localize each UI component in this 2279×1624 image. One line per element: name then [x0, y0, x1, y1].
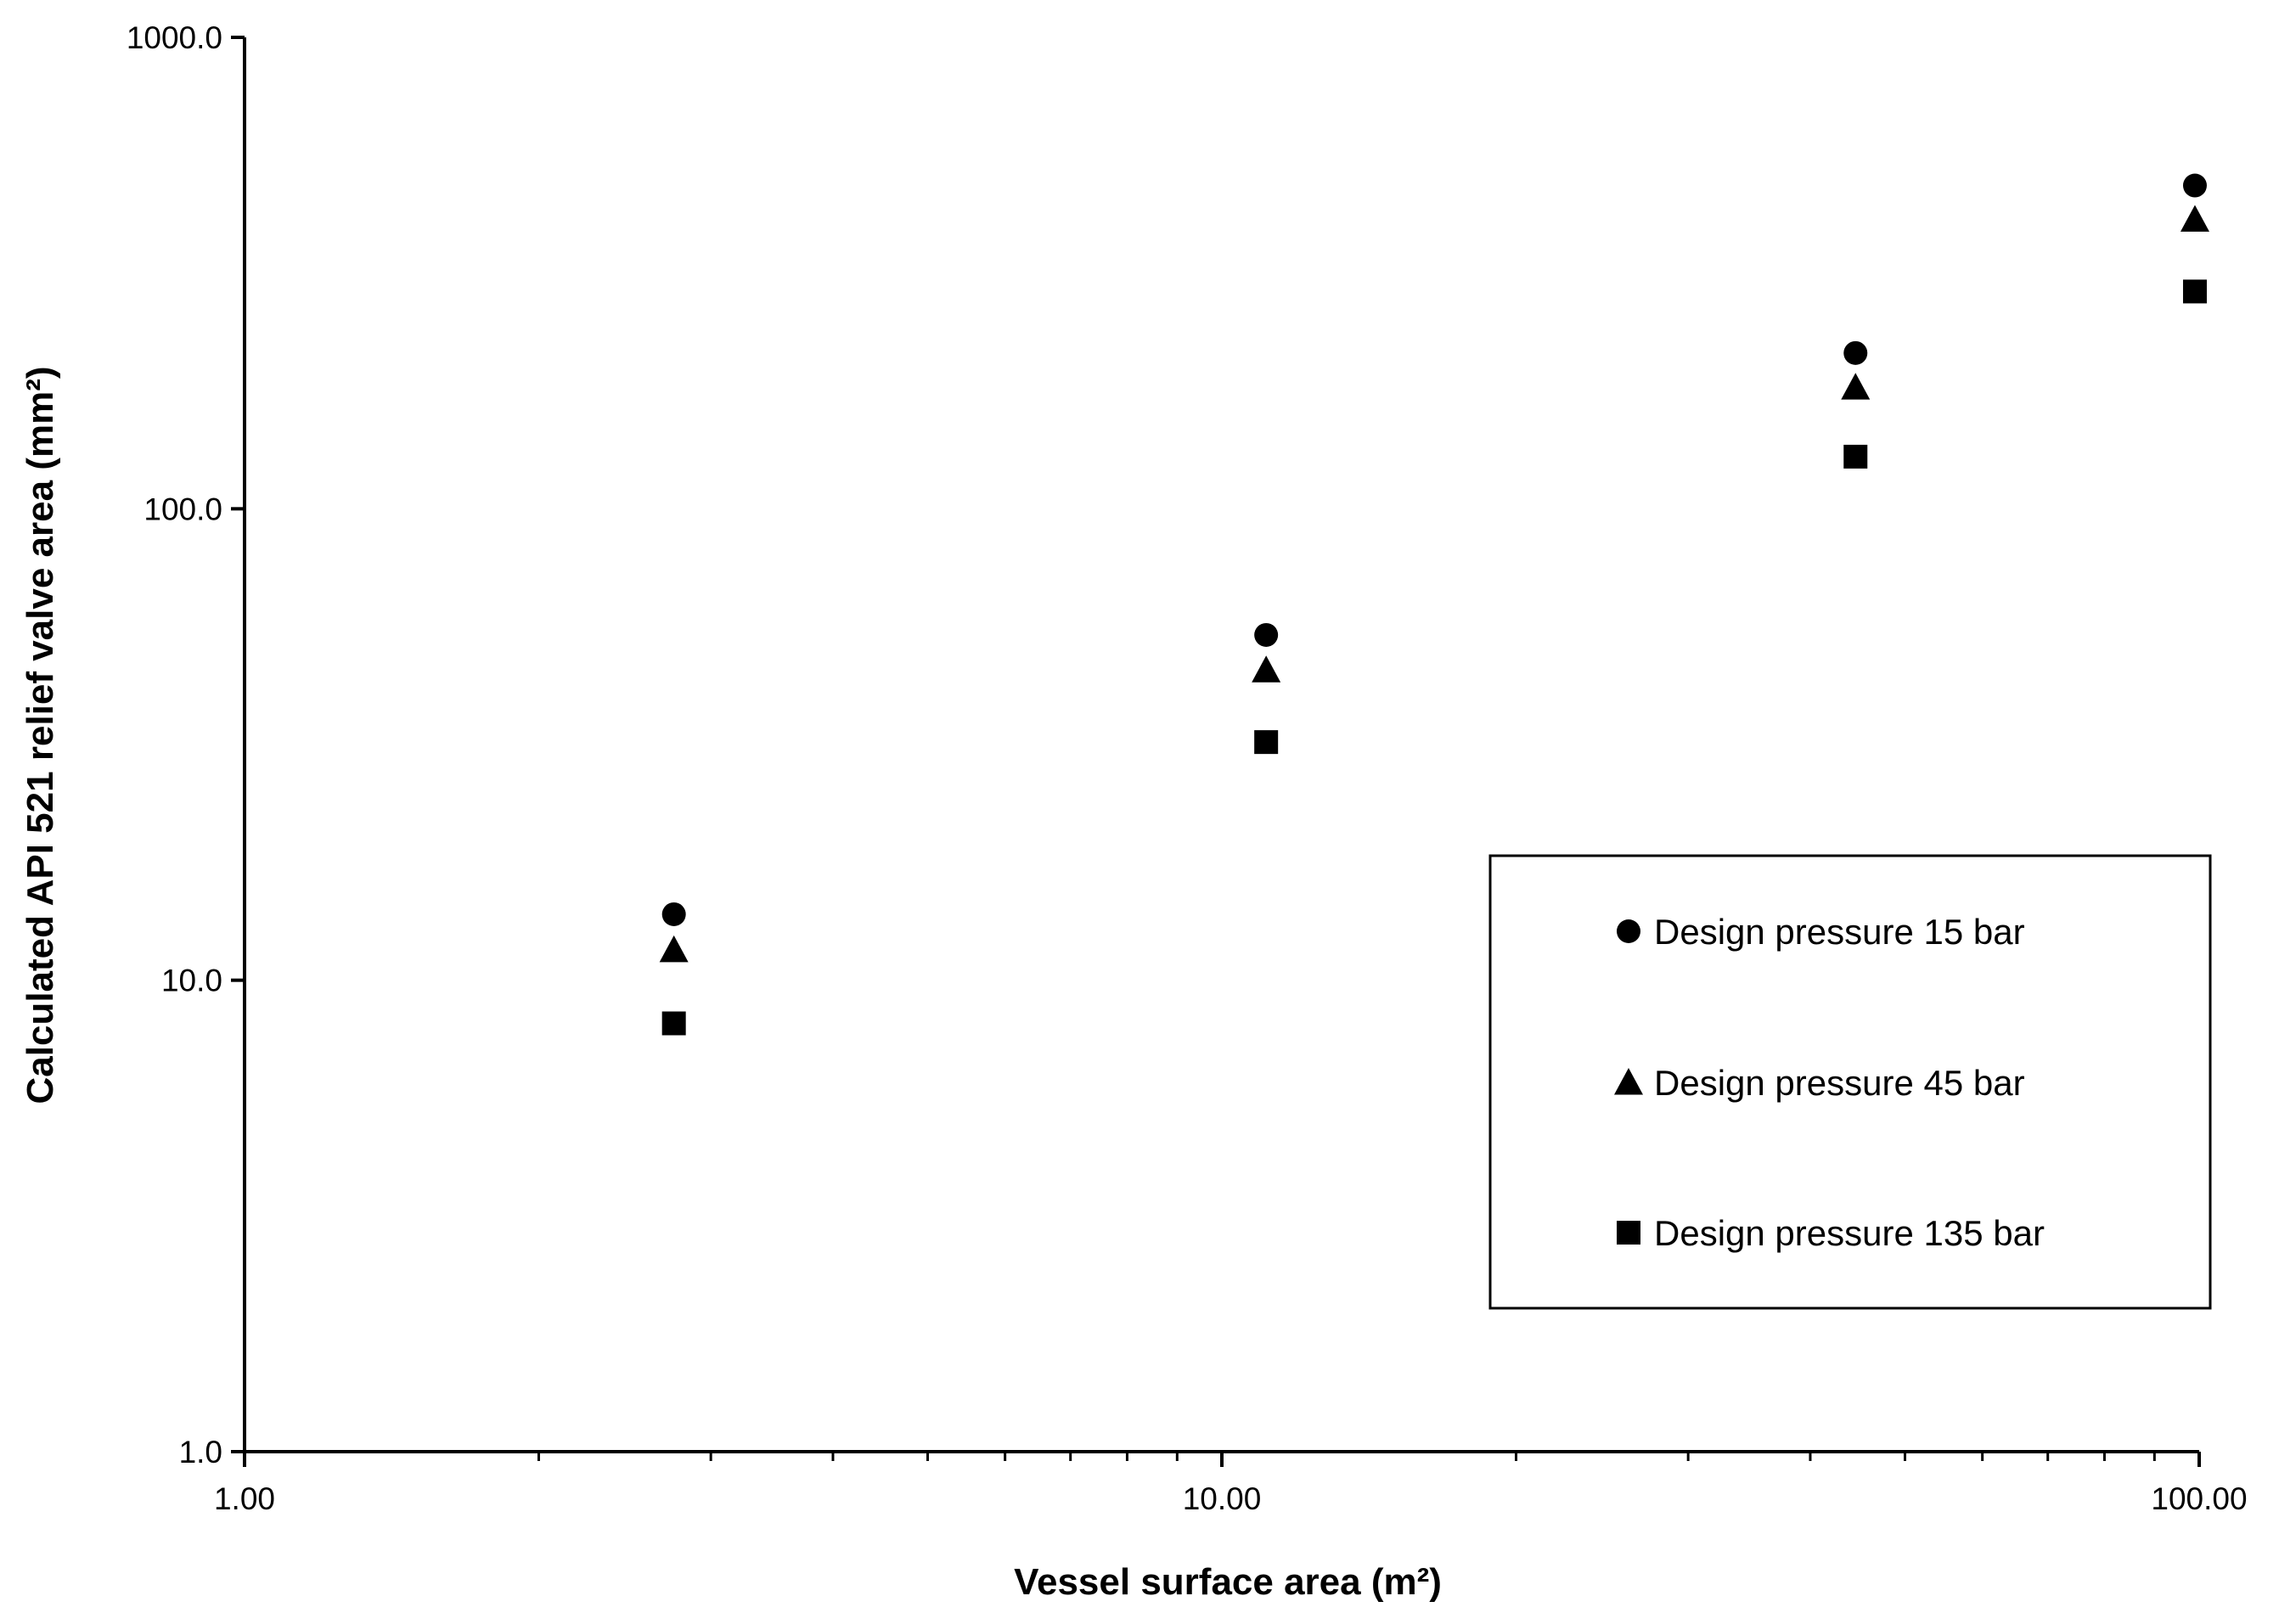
data-point-square — [661, 1011, 686, 1036]
legend: Design pressure 15 bar Design pressure 45… — [1488, 854, 2212, 1310]
y-tick-label: 10.0 — [161, 964, 222, 998]
data-point-square — [1254, 730, 1279, 755]
data-point-triangle — [659, 935, 689, 963]
x-axis-title: Vessel surface area (m²) — [1014, 1561, 1442, 1603]
data-point-triangle — [2180, 205, 2209, 232]
data-point-square — [2182, 279, 2207, 304]
y-tick-label: 1000.0 — [127, 20, 222, 55]
y-tick-label: 100.0 — [143, 492, 222, 526]
x-tick-label: 1.00 — [214, 1481, 275, 1516]
y-axis-title: Calculated API 521 relief valve area (mm… — [20, 367, 61, 1104]
x-tick-label: 100.00 — [2151, 1481, 2247, 1516]
data-points — [659, 173, 2209, 1036]
legend-marker-square — [1617, 1221, 1640, 1245]
data-point-circle — [1254, 622, 1279, 647]
data-point-circle — [661, 902, 686, 926]
y-tick-label: 1.0 — [179, 1435, 222, 1469]
data-point-triangle — [1252, 655, 1281, 683]
legend-marker-triangle — [1614, 1068, 1643, 1095]
data-point-square — [1843, 444, 1868, 469]
data-point-triangle — [1841, 373, 1871, 400]
ticks: 1.0 10.0 100.0 1000.0 1.00 10.00 100.00 — [127, 20, 2248, 1516]
legend-label: Design pressure 45 bar — [1654, 1063, 2025, 1103]
legend-label: Design pressure 15 bar — [1654, 912, 2025, 952]
data-point-circle — [1843, 340, 1868, 365]
x-tick-label: 10.00 — [1183, 1481, 1262, 1516]
data-point-circle — [2182, 173, 2207, 198]
legend-label: Design pressure 135 bar — [1654, 1213, 2045, 1253]
legend-box — [1488, 854, 2212, 1310]
legend-marker-circle — [1617, 919, 1640, 943]
